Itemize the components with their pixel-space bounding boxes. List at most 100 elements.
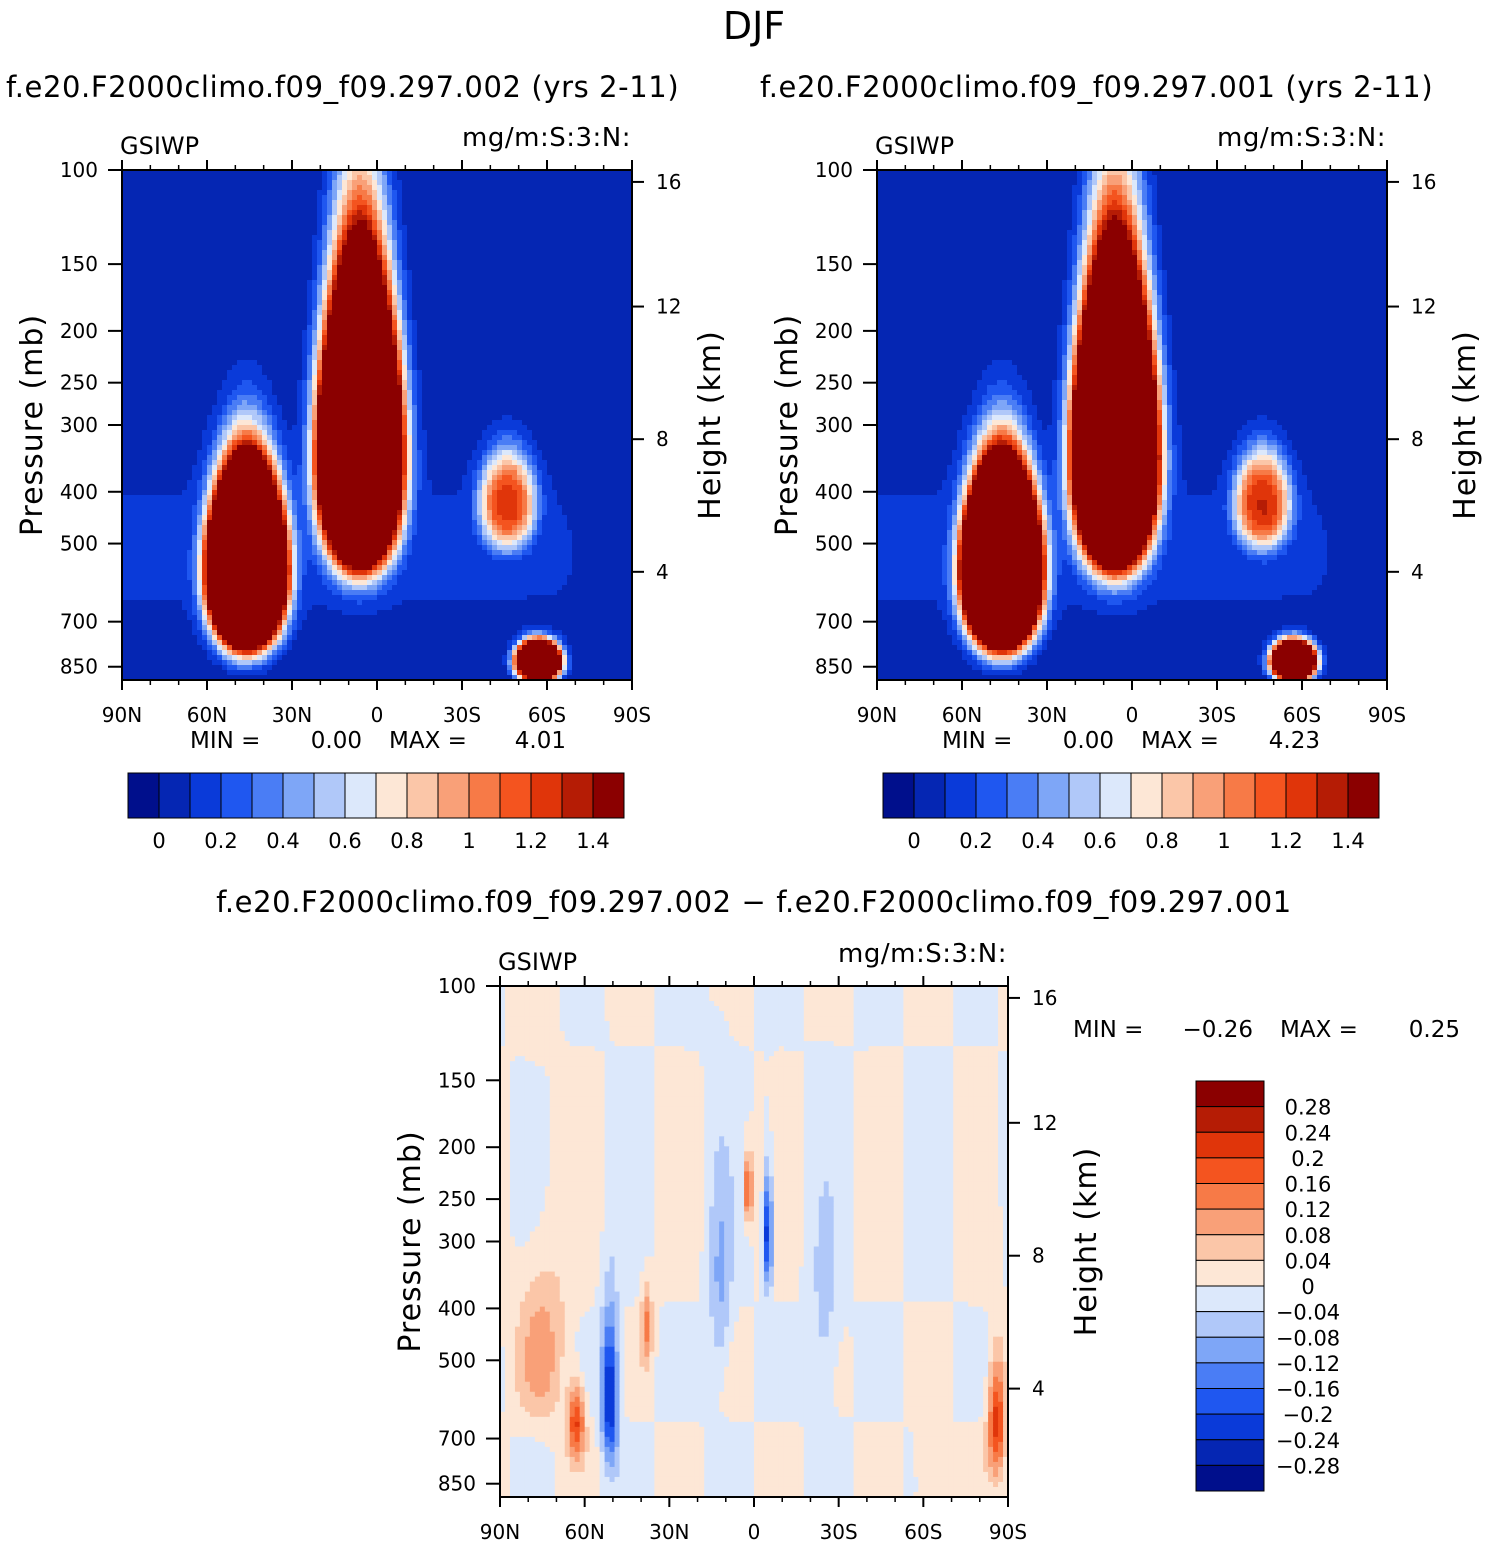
contour-cell — [212, 315, 218, 321]
contour-cell — [382, 225, 388, 231]
contour-cell — [172, 340, 178, 346]
contour-cell — [472, 400, 478, 406]
contour-cell — [292, 180, 298, 186]
contour-cell — [487, 265, 493, 271]
contour-cell — [347, 370, 353, 376]
contour-cell — [462, 315, 468, 321]
contour-cell — [542, 180, 548, 186]
contour-cell — [482, 260, 488, 266]
contour-cell — [372, 320, 378, 326]
contour-cell — [167, 305, 173, 311]
contour-cell — [212, 180, 218, 186]
contour-cell — [182, 280, 188, 286]
contour-cell — [182, 200, 188, 206]
contour-cell — [162, 285, 168, 291]
contour-cell — [377, 255, 383, 261]
contour-cell — [397, 350, 403, 356]
contour-cell — [287, 390, 293, 396]
contour-cell — [622, 225, 628, 231]
contour-cell — [502, 235, 508, 241]
contour-cell — [182, 335, 188, 341]
contour-cell — [247, 410, 253, 416]
contour-cell — [387, 365, 393, 371]
contour-cell — [427, 410, 433, 416]
contour-cell — [217, 335, 223, 341]
contour-cell — [557, 405, 563, 411]
contour-cell — [267, 340, 273, 346]
contour-cell — [307, 255, 313, 261]
contour-cell — [157, 300, 163, 306]
contour-cell — [322, 300, 328, 306]
contour-cell — [482, 345, 488, 351]
contour-cell — [497, 255, 503, 261]
contour-cell — [422, 375, 428, 381]
contour-cell — [172, 220, 178, 226]
contour-cell — [252, 320, 258, 326]
contour-cell — [567, 355, 573, 361]
contour-cell — [452, 355, 458, 361]
contour-cell — [137, 265, 143, 271]
contour-cell — [327, 175, 333, 181]
contour-cell — [137, 190, 143, 196]
contour-cell — [437, 240, 443, 246]
contour-cell — [407, 365, 413, 371]
contour-cell — [127, 175, 133, 181]
contour-cell — [297, 340, 303, 346]
contour-cell — [517, 250, 523, 256]
contour-cell — [452, 330, 458, 336]
contour-cell — [192, 265, 198, 271]
contour-cell — [457, 360, 463, 366]
contour-cell — [622, 405, 628, 411]
contour-cell — [282, 380, 288, 386]
contour-cell — [297, 335, 303, 341]
contour-cell — [587, 220, 593, 226]
contour-cell — [252, 230, 258, 236]
contour-cell — [257, 345, 263, 351]
contour-cell — [307, 345, 313, 351]
contour-cell — [242, 355, 248, 361]
contour-cell — [417, 230, 423, 236]
contour-cell — [507, 210, 513, 216]
contour-cell — [312, 320, 318, 326]
contour-cell — [387, 340, 393, 346]
contour-cell — [457, 260, 463, 266]
contour-cell — [352, 215, 358, 221]
contour-cell — [612, 265, 618, 271]
contour-cell — [417, 390, 423, 396]
contour-cell — [267, 175, 273, 181]
contour-cell — [517, 185, 523, 191]
contour-cell — [547, 345, 553, 351]
contour-cell — [132, 205, 138, 211]
contour-cell — [222, 260, 228, 266]
contour-cell — [142, 345, 148, 351]
contour-cell — [392, 190, 398, 196]
contour-cell — [337, 360, 343, 366]
contour-cell — [517, 395, 523, 401]
contour-cell — [367, 320, 373, 326]
contour-cell — [287, 235, 293, 241]
contour-cell — [397, 270, 403, 276]
contour-cell — [532, 235, 538, 241]
contour-cell — [202, 185, 208, 191]
contour-cell — [292, 330, 298, 336]
contour-cell — [487, 255, 493, 261]
contour-cell — [402, 245, 408, 251]
contour-cell — [412, 185, 418, 191]
contour-cell — [227, 355, 233, 361]
contour-cell — [157, 295, 163, 301]
contour-cell — [167, 360, 173, 366]
contour-cell — [302, 325, 308, 331]
contour-cell — [472, 365, 478, 371]
contour-cell — [407, 250, 413, 256]
contour-cell — [577, 280, 583, 286]
contour-cell — [232, 280, 238, 286]
contour-cell — [502, 190, 508, 196]
contour-cell — [532, 215, 538, 221]
contour-cell — [322, 235, 328, 241]
contour-cell — [237, 205, 243, 211]
contour-cell — [172, 325, 178, 331]
contour-cell — [367, 265, 373, 271]
contour-cell — [377, 265, 383, 271]
contour-cell — [472, 385, 478, 391]
contour-cell — [287, 220, 293, 226]
